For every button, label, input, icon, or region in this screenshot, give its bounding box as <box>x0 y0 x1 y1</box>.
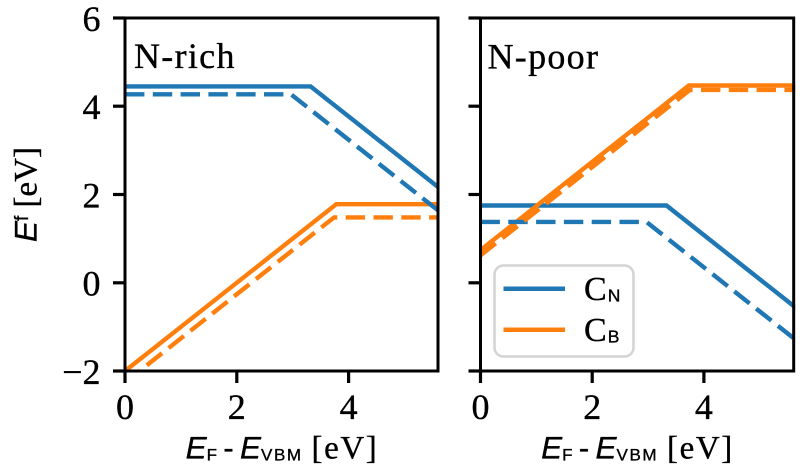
svg-text:Ef [eV]: Ef [eV] <box>8 147 45 242</box>
svg-text:2: 2 <box>583 387 601 427</box>
svg-text:2: 2 <box>228 387 246 427</box>
svg-text:EF - EVBM [eV]: EF - EVBM [eV] <box>541 430 734 467</box>
svg-text:N-rich: N-rich <box>134 36 236 76</box>
svg-text:4: 4 <box>695 387 713 427</box>
svg-text:EF - EVBM [eV]: EF - EVBM [eV] <box>186 430 379 467</box>
svg-text:4: 4 <box>340 387 358 427</box>
svg-text:−2: −2 <box>62 352 100 392</box>
svg-text:6: 6 <box>83 0 101 39</box>
svg-text:0: 0 <box>472 387 490 427</box>
svg-text:2: 2 <box>83 175 101 215</box>
svg-text:4: 4 <box>83 87 101 127</box>
svg-text:0: 0 <box>116 387 134 427</box>
svg-text:N-poor: N-poor <box>488 37 600 77</box>
svg-text:0: 0 <box>83 264 101 304</box>
